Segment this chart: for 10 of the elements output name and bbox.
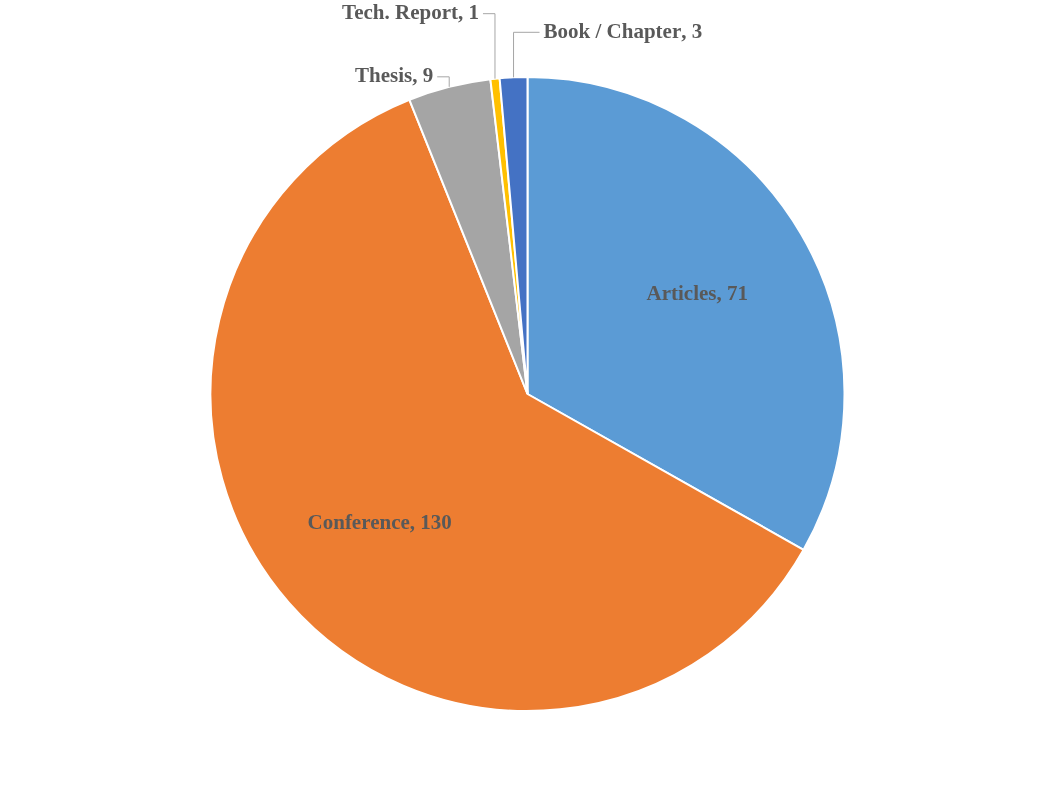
- slice-label: Tech. Report: [342, 0, 458, 25]
- data-label: , 3: [681, 18, 703, 43]
- data-label: , 71: [716, 281, 748, 306]
- data-label: , 130: [409, 509, 452, 534]
- data-label: , 9: [412, 63, 434, 88]
- slice-label: Conference: [307, 509, 410, 534]
- slice-label: Articles: [646, 281, 717, 306]
- slice-label: Thesis: [355, 63, 413, 88]
- slice-label: Book / Chapter: [543, 18, 682, 43]
- data-label: , 1: [457, 0, 479, 25]
